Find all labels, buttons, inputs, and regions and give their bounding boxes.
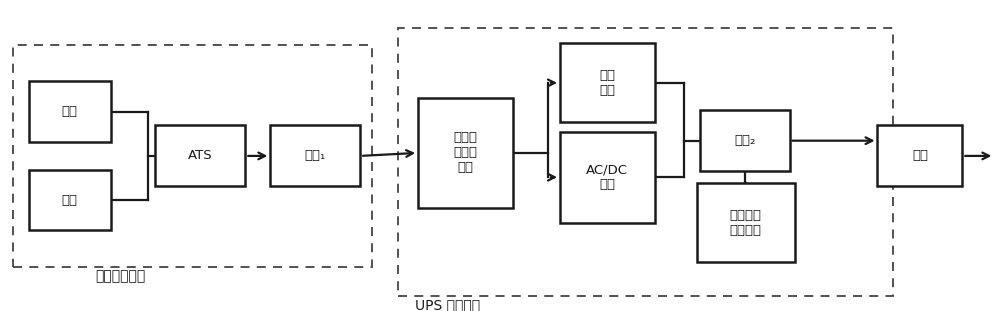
Bar [877,125,962,186]
Text: ATS: ATS [188,149,213,162]
Text: 在线
旁路: 在线 旁路 [599,69,615,97]
Bar [29,169,111,230]
Bar [700,110,790,171]
Text: 配电₂: 配电₂ [734,134,755,147]
Bar [560,132,655,223]
Text: UPS 供电系统: UPS 供电系统 [415,298,480,311]
Text: 负载: 负载 [912,149,928,162]
Bar [13,45,372,267]
Bar [697,183,795,262]
Text: 市电: 市电 [62,105,78,118]
Bar [560,43,655,123]
Text: 配电₁: 配电₁ [305,149,326,162]
Bar [418,98,513,208]
Bar [398,28,893,296]
Bar [270,125,360,186]
Text: 市电输入系统: 市电输入系统 [96,269,146,283]
Text: AC/DC
变换: AC/DC 变换 [586,163,628,191]
Bar [155,125,245,186]
Text: 备用电源
（电池）: 备用电源 （电池） [730,209,762,237]
Text: 油机: 油机 [62,193,78,207]
Text: 配电，
隔离变
压器: 配电， 隔离变 压器 [454,131,478,174]
Bar [29,81,111,142]
